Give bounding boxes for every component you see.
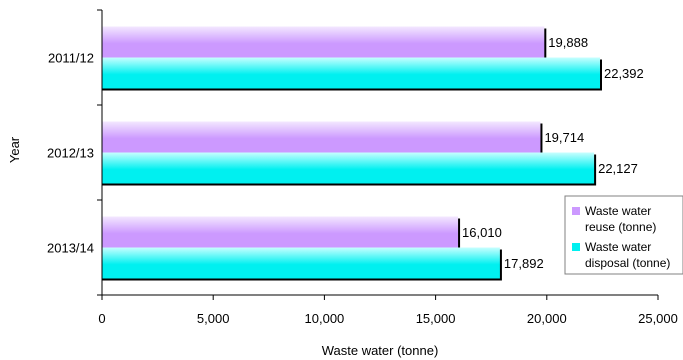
bar-disposal-1 [102,152,595,184]
data-label: 16,010 [462,225,502,240]
legend-label: disposal (tonne) [585,256,670,270]
y-tick-label: 2013/14 [47,241,94,256]
x-tick-label: 15,000 [416,311,456,326]
legend-label: reuse (tonne) [585,220,656,234]
y-tick-label: 2011/12 [48,51,94,66]
bar-disposal-2 [102,247,500,279]
data-label: 17,892 [504,256,544,271]
x-tick-label: 5,000 [197,311,230,326]
bars-layer [102,26,602,281]
x-tick-label: 10,000 [305,311,345,326]
axes-layer [97,9,659,300]
y-axis-title: Year [7,136,22,163]
bar-reuse-1 [102,121,541,153]
x-tick-label: 25,000 [638,311,678,326]
bar-reuse-2 [102,216,459,248]
x-tick-label: 0 [98,311,105,326]
bar-reuse-0 [102,26,545,58]
legend-swatch [572,243,580,251]
labels-layer: 19,888 22,392 2011/12 19,714 22,127 2012/13 16… [47,35,678,326]
legend-label: Waste water [585,240,651,254]
legend-label: Waste water [585,204,651,218]
y-tick-label: 2012/13 [47,146,94,161]
legend-box [564,195,683,275]
data-label: 22,127 [598,161,638,176]
data-label: 22,392 [604,66,644,81]
data-label: 19,714 [544,130,584,145]
data-label: 19,888 [548,35,588,50]
x-tick-label: 20,000 [527,311,567,326]
legend: Waste water reuse (tonne) Waste water dispo… [564,195,683,275]
legend-swatch [572,207,580,215]
bar-disposal-0 [102,57,600,89]
x-axis-title: Waste water (tonne) [322,343,439,358]
